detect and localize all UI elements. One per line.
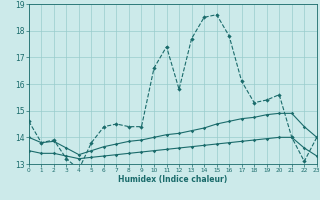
X-axis label: Humidex (Indice chaleur): Humidex (Indice chaleur) — [118, 175, 228, 184]
